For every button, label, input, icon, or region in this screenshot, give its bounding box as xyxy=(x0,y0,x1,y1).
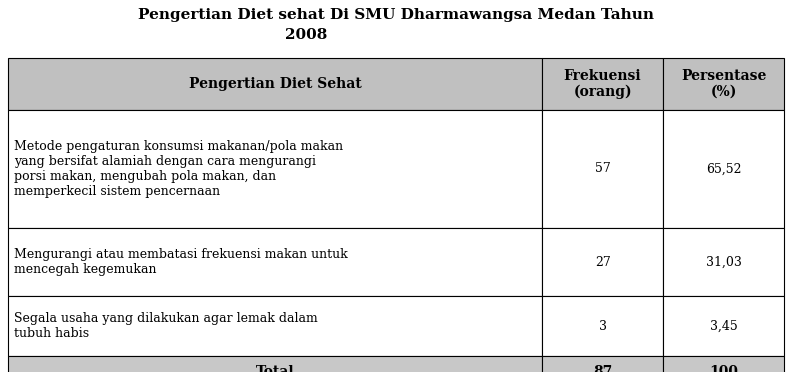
Text: Pengertian Diet sehat Di SMU Dharmawangsa Medan Tahun: Pengertian Diet sehat Di SMU Dharmawangs… xyxy=(138,8,654,22)
Bar xyxy=(8,356,543,372)
Bar xyxy=(543,228,663,296)
Text: Mengurangi atau membatasi frekuensi makan untuk
mencegah kegemukan: Mengurangi atau membatasi frekuensi maka… xyxy=(14,248,348,276)
Bar xyxy=(663,356,784,372)
Bar xyxy=(543,58,663,110)
Text: Persentase
(%): Persentase (%) xyxy=(681,69,766,99)
Text: Segala usaha yang dilakukan agar lemak dalam
tubuh habis: Segala usaha yang dilakukan agar lemak d… xyxy=(14,312,318,340)
Text: Pengertian Diet Sehat: Pengertian Diet Sehat xyxy=(188,77,361,91)
Text: Frekuensi
(orang): Frekuensi (orang) xyxy=(564,69,642,99)
Bar xyxy=(543,110,663,228)
Text: 31,03: 31,03 xyxy=(706,256,741,269)
Bar xyxy=(663,296,784,356)
Text: 3: 3 xyxy=(599,320,607,333)
Text: 87: 87 xyxy=(593,365,612,372)
Text: 2008: 2008 xyxy=(285,28,327,42)
Bar xyxy=(663,110,784,228)
Text: 100: 100 xyxy=(709,365,738,372)
Text: 65,52: 65,52 xyxy=(706,163,741,176)
Text: 27: 27 xyxy=(595,256,611,269)
Bar xyxy=(8,228,543,296)
Bar xyxy=(663,58,784,110)
Bar xyxy=(8,58,543,110)
Bar xyxy=(8,110,543,228)
Bar xyxy=(543,296,663,356)
Text: Metode pengaturan konsumsi makanan/pola makan
yang bersifat alamiah dengan cara : Metode pengaturan konsumsi makanan/pola … xyxy=(14,140,343,198)
Text: 3,45: 3,45 xyxy=(710,320,737,333)
Bar xyxy=(663,228,784,296)
Text: Total: Total xyxy=(256,365,295,372)
Bar xyxy=(543,356,663,372)
Text: 57: 57 xyxy=(595,163,611,176)
Bar xyxy=(8,296,543,356)
